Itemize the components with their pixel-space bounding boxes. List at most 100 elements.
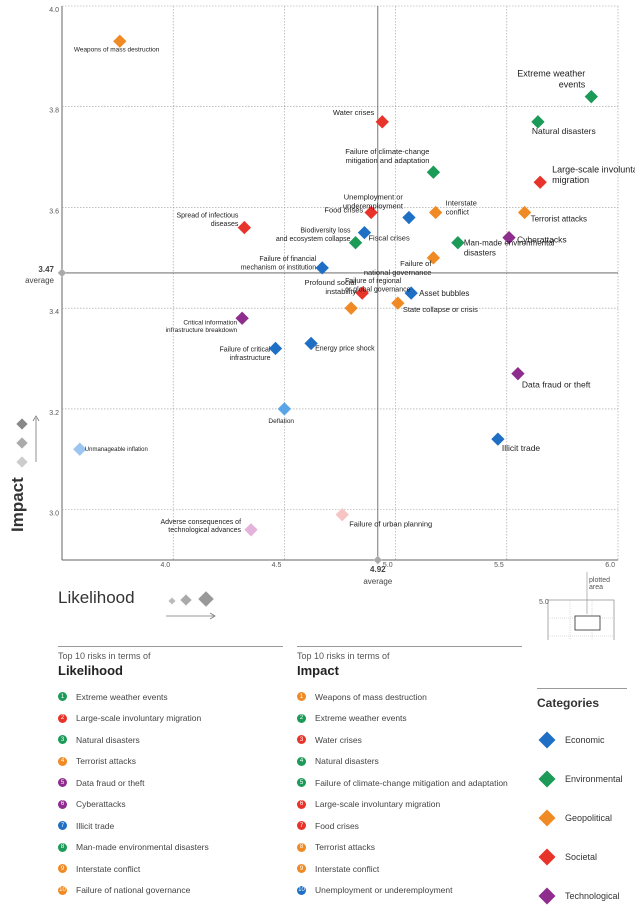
data-point	[335, 508, 349, 522]
list-item: 4 Natural disasters	[297, 751, 522, 773]
rank-badge: 7	[58, 821, 67, 831]
point-label: Failure of regional or global governance	[345, 278, 410, 293]
point-label: Data fraud or theft	[522, 380, 591, 390]
point-label-line: Failure of regional	[345, 278, 401, 285]
list-item-label: Extreme weather events	[76, 691, 168, 702]
list-item: 1 Extreme weather events	[58, 686, 283, 708]
point-label: Asset bubbles	[419, 289, 469, 298]
data-point	[517, 205, 532, 220]
divider	[58, 646, 283, 647]
point-label-line: mitigation and adaptation	[346, 156, 430, 165]
list-item: 1 Weapons of mass destruction	[297, 686, 522, 708]
rank-badge: 3	[297, 735, 306, 745]
list-item-label: Terrorist attacks	[315, 842, 375, 853]
point-label-line: Profound social	[305, 278, 357, 287]
point-label-line: conflict	[446, 207, 470, 216]
point-label-line: Food crises	[324, 205, 363, 214]
point-label-line: Weapons of mass destruction	[74, 46, 160, 53]
data-point	[277, 402, 292, 416]
list-item-label: Weapons of mass destruction	[315, 691, 427, 702]
list-item-label: Natural disasters	[76, 734, 140, 745]
point-label-line: events	[559, 79, 586, 89]
rank-badge: 8	[297, 842, 306, 852]
average-y-label: average	[25, 276, 54, 285]
list-item: 3 Water crises	[297, 729, 522, 751]
impact-scale-diamond-icon	[16, 456, 28, 468]
point-label-line: Biodiversity loss	[300, 228, 351, 235]
list-item-label: Failure of climate-change mitigation and…	[315, 777, 508, 788]
list-item: 7 Illicit trade	[58, 815, 283, 837]
point-label: Failure of critical infrastructure	[220, 346, 271, 361]
rank-badge: 2	[58, 713, 67, 723]
category-legend: Categories Economic Environmental Geopolit…	[537, 688, 627, 915]
x-tick-label: 4.0	[160, 562, 170, 569]
data-point	[244, 523, 258, 537]
point-label-line: national governance	[364, 268, 432, 277]
point-label-line: Data fraud or theft	[522, 380, 591, 390]
rank-badge: 8	[58, 842, 67, 852]
impact-axis-title: Impact	[8, 477, 27, 532]
list-title: Likelihood	[58, 663, 123, 678]
impact-top10-list: Top 10 risks in terms of Impact 1 Weapons…	[297, 646, 522, 901]
point-label-line: Interstate	[446, 198, 477, 207]
point-label: Biodiversity loss and ecosystem collapse	[276, 228, 351, 243]
data-point	[426, 251, 441, 265]
grid	[61, 5, 619, 561]
point-label-line: Failure of critical	[220, 346, 271, 353]
list-item-label: Failure of national governance	[76, 885, 191, 896]
point-label: Energy price shock	[315, 345, 375, 352]
likelihood-arrowhead-icon	[209, 612, 216, 620]
point-label-line: Fiscal crises	[368, 234, 410, 243]
data-point	[391, 296, 405, 310]
list-item-label: Natural disasters	[315, 756, 379, 767]
point-label: Man-made environmental disasters	[464, 239, 555, 258]
y-tick-label: 3.0	[49, 511, 59, 518]
average-y-marker	[57, 268, 67, 278]
likelihood-scale-diamond-icon	[180, 594, 192, 606]
point-label-line: Critical information	[183, 319, 237, 326]
x-tick-label: 6.0	[605, 562, 615, 569]
list-item: 8 Terrorist attacks	[297, 837, 522, 859]
x-tick-label: 5.0	[383, 562, 393, 569]
rank-badge: 6	[58, 799, 67, 809]
point-label-line: Unemployment or	[344, 193, 404, 202]
point-label: Cyberattacks	[517, 235, 567, 245]
legend-title: Categories	[537, 688, 627, 710]
list-item: 4 Terrorist attacks	[58, 751, 283, 773]
data-point	[375, 115, 389, 129]
point-label: Profound social instability	[305, 278, 357, 296]
inset-frame	[547, 599, 615, 640]
list-item: 6 Large-scale involuntary migration	[297, 794, 522, 816]
scatter-chart: 4.0 4.5 5.0 5.5 6.0 3.0 3.2 3.4 3.6 3.8 4.0 4.92 av…	[16, 5, 635, 640]
point-label: Spread of infectious diseases	[176, 213, 238, 228]
list-item: 10 Failure of national governance	[58, 880, 283, 902]
data-point	[355, 286, 369, 300]
rank-badge: 6	[297, 799, 306, 809]
point-label: Terrorist attacks	[531, 214, 587, 223]
list-item: 7 Food crises	[297, 815, 522, 837]
point-label-line: Terrorist attacks	[531, 214, 587, 223]
point-label-line: State collapse or crisis	[403, 305, 478, 314]
point-label-line: instability	[325, 287, 356, 296]
point-label-line: diseases	[211, 221, 239, 228]
rank-badge: 2	[297, 713, 306, 723]
point-label-line: Failure of	[400, 259, 432, 268]
list-item-label: Interstate conflict	[315, 863, 380, 874]
point-label-line: Deflation	[268, 418, 294, 425]
impact-scale-diamond-icon	[16, 437, 28, 449]
data-point	[364, 205, 378, 220]
point-label: Illicit trade	[502, 443, 541, 453]
rank-badge: 5	[297, 778, 306, 788]
data-point	[584, 89, 598, 104]
data-point	[235, 311, 249, 325]
likelihood-axis-title: Likelihood	[58, 588, 135, 607]
list-item-label: Terrorist attacks	[76, 756, 136, 767]
rank-badge: 10	[58, 885, 67, 895]
y-tick-label: 3.4	[49, 309, 59, 316]
point-label-line: Natural disasters	[532, 126, 596, 136]
data-point	[426, 165, 441, 179]
legend-item: Economic	[537, 720, 627, 759]
data-point	[315, 261, 329, 275]
point-label-line: or global governance	[345, 287, 410, 294]
point-label: Interstate conflict	[446, 198, 477, 216]
